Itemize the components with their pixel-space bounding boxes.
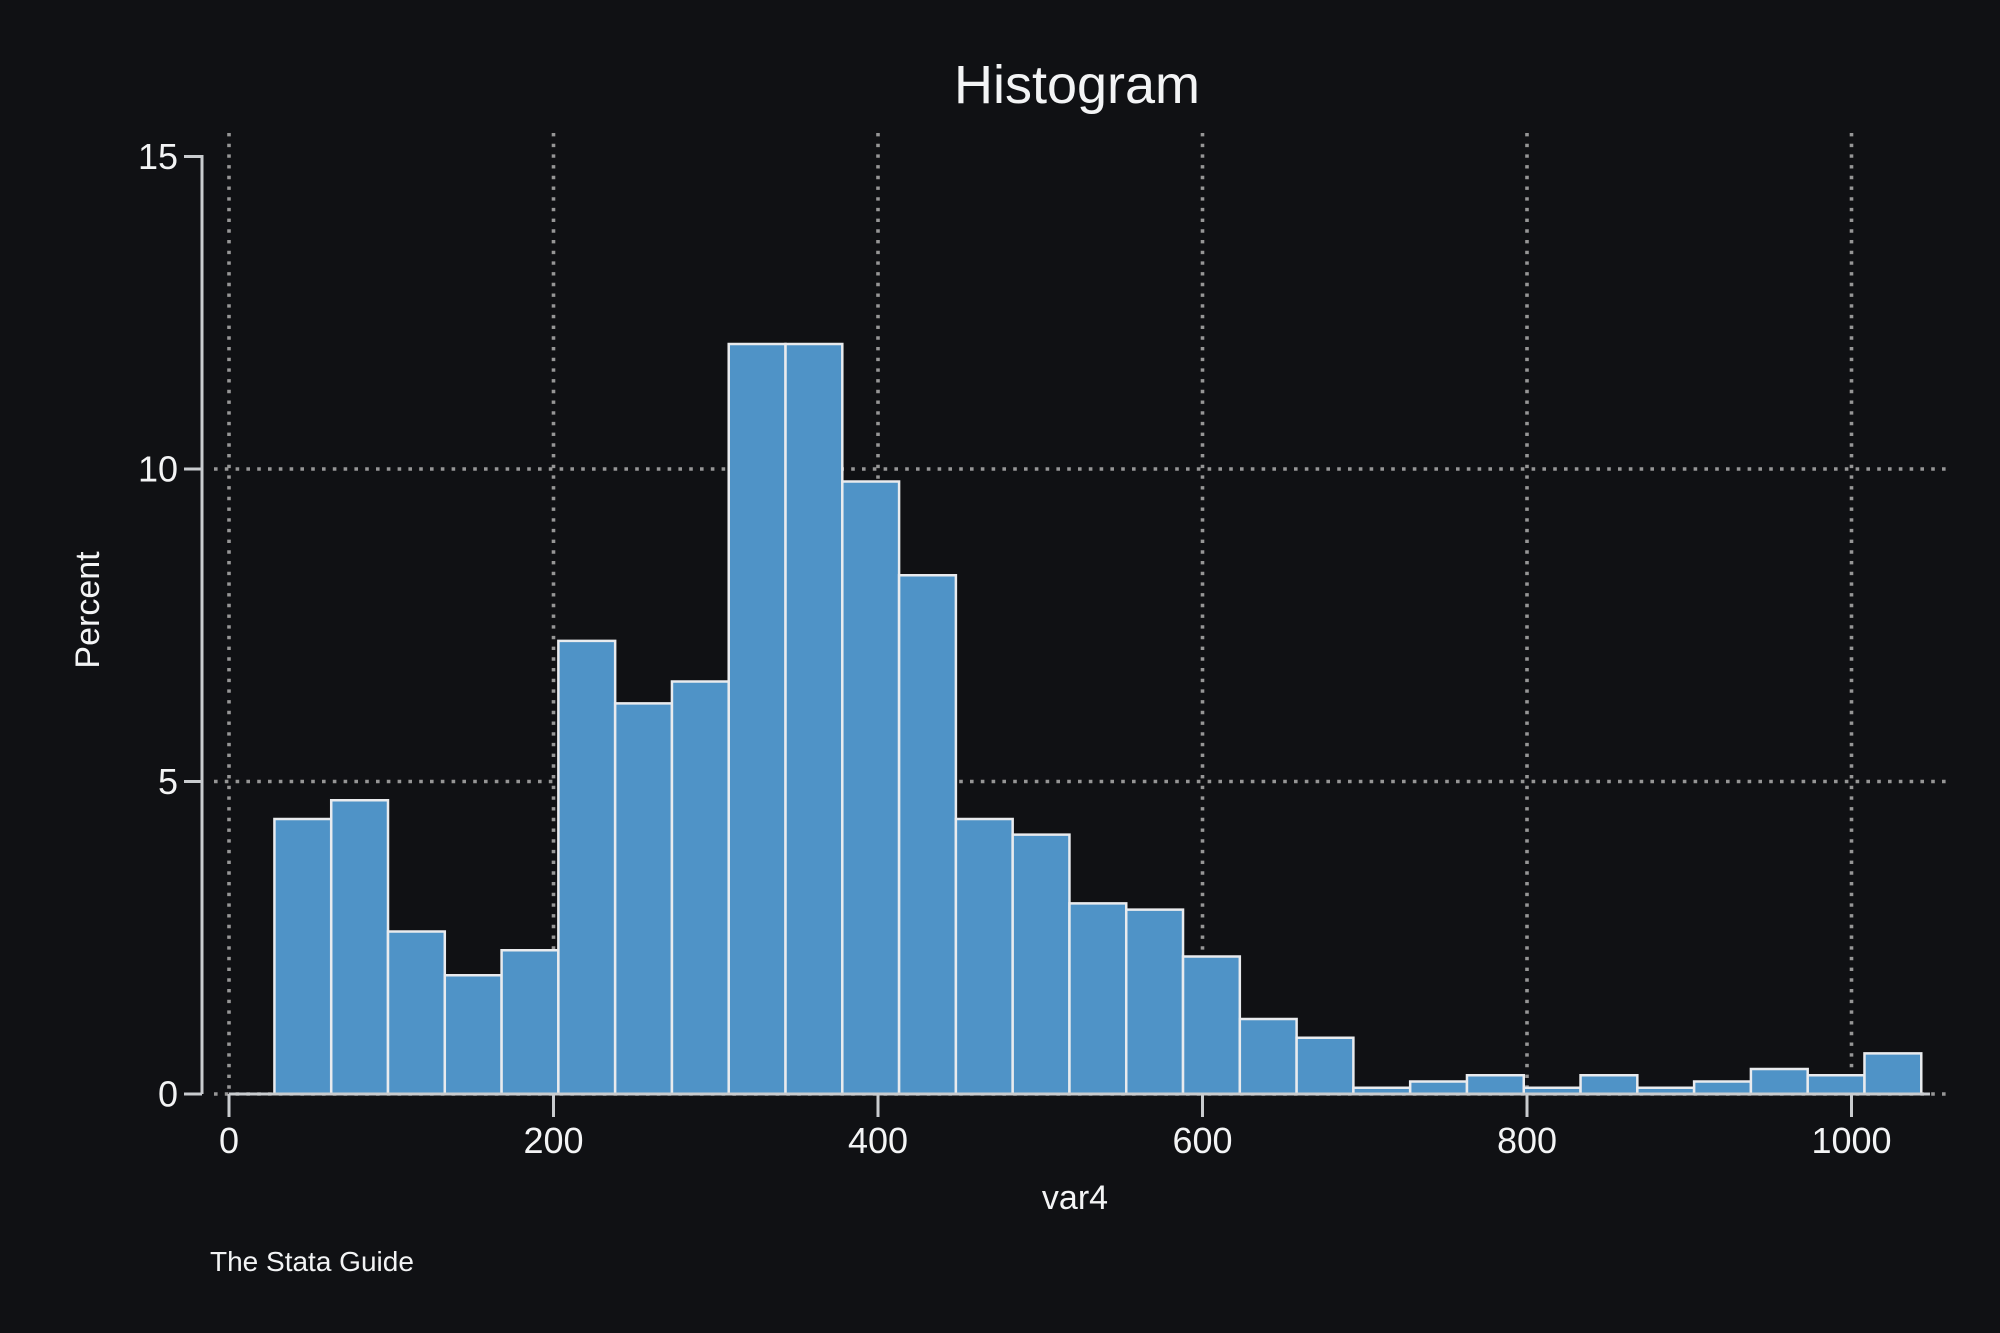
histogram-bar (386, 930, 447, 1096)
histogram-bar (613, 702, 674, 1096)
histogram-bar (670, 680, 730, 1096)
histogram-bar (954, 817, 1014, 1096)
histogram-bar (1181, 955, 1242, 1096)
histogram-bar (1011, 833, 1071, 1096)
x-tick-label: 400 (848, 1120, 908, 1161)
y-tick-label: 5 (158, 761, 178, 802)
histogram-bar (1408, 1080, 1469, 1096)
histogram-bar (1238, 1017, 1298, 1096)
histogram-bar (557, 639, 617, 1096)
x-tick-label: 0 (219, 1120, 239, 1161)
x-tick-label: 200 (523, 1120, 583, 1161)
chart-title: Histogram (953, 55, 1201, 115)
histogram-bar (1295, 1036, 1355, 1096)
histogram-bar (727, 342, 787, 1096)
histogram-bar (897, 574, 958, 1096)
histogram-bar (1124, 908, 1185, 1096)
histogram-bar (329, 799, 390, 1096)
x-tick-label: 600 (1172, 1120, 1232, 1161)
y-tick-label: 10 (138, 449, 178, 490)
x-tick-label: 1000 (1811, 1120, 1891, 1161)
x-axis-title: var4 (1041, 1179, 1109, 1217)
histogram-bar (1579, 1074, 1639, 1096)
histogram-bar (500, 949, 560, 1096)
histogram-bar (841, 480, 901, 1096)
histogram-bar (273, 817, 333, 1096)
histogram-bar (1068, 902, 1128, 1096)
y-axis-title: Percent (69, 551, 107, 669)
axes-layer: 0 5 10 15 0 200 400 600 800 1000 (138, 136, 1930, 1161)
histogram-bar (1749, 1067, 1809, 1096)
bars-layer (273, 342, 1923, 1096)
histogram-bar (1692, 1080, 1753, 1096)
histogram-bar (1863, 1052, 1923, 1096)
y-tick-label: 15 (138, 136, 178, 177)
y-tick-label: 0 (158, 1074, 178, 1115)
histogram-bar (443, 974, 503, 1096)
histogram-bar (784, 342, 844, 1096)
watermark: The Stata Guide (210, 1246, 414, 1277)
histogram-bar (1465, 1074, 1526, 1096)
histogram-bar (1806, 1074, 1866, 1096)
x-tick-label: 800 (1497, 1120, 1557, 1161)
